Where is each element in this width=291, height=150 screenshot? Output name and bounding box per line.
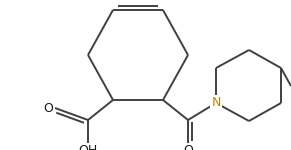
Text: OH: OH (78, 144, 97, 150)
Text: N: N (211, 96, 221, 110)
Text: O: O (183, 144, 193, 150)
Text: O: O (43, 102, 53, 114)
